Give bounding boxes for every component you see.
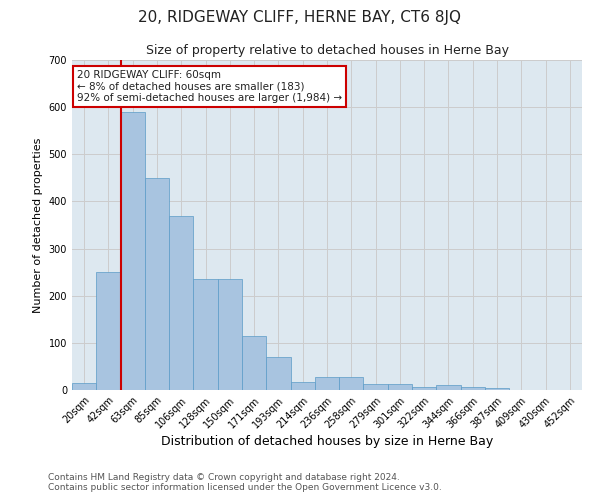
Bar <box>339 377 364 390</box>
Text: Contains HM Land Registry data © Crown copyright and database right 2024.
Contai: Contains HM Land Registry data © Crown c… <box>48 473 442 492</box>
Bar <box>218 279 242 390</box>
Bar <box>266 357 290 390</box>
Bar <box>315 377 339 390</box>
Title: Size of property relative to detached houses in Herne Bay: Size of property relative to detached ho… <box>146 44 509 58</box>
Text: 20 RIDGEWAY CLIFF: 60sqm
← 8% of detached houses are smaller (183)
92% of semi-d: 20 RIDGEWAY CLIFF: 60sqm ← 8% of detache… <box>77 70 342 103</box>
Bar <box>485 388 509 390</box>
Bar <box>364 384 388 390</box>
Bar <box>461 386 485 390</box>
Bar <box>169 216 193 390</box>
Bar <box>72 383 96 390</box>
Bar <box>290 382 315 390</box>
Bar <box>121 112 145 390</box>
Bar <box>145 178 169 390</box>
X-axis label: Distribution of detached houses by size in Herne Bay: Distribution of detached houses by size … <box>161 436 493 448</box>
Bar <box>436 386 461 390</box>
Bar <box>388 384 412 390</box>
Bar <box>412 386 436 390</box>
Bar <box>96 272 121 390</box>
Text: 20, RIDGEWAY CLIFF, HERNE BAY, CT6 8JQ: 20, RIDGEWAY CLIFF, HERNE BAY, CT6 8JQ <box>139 10 461 25</box>
Y-axis label: Number of detached properties: Number of detached properties <box>33 138 43 312</box>
Bar <box>193 279 218 390</box>
Bar <box>242 336 266 390</box>
